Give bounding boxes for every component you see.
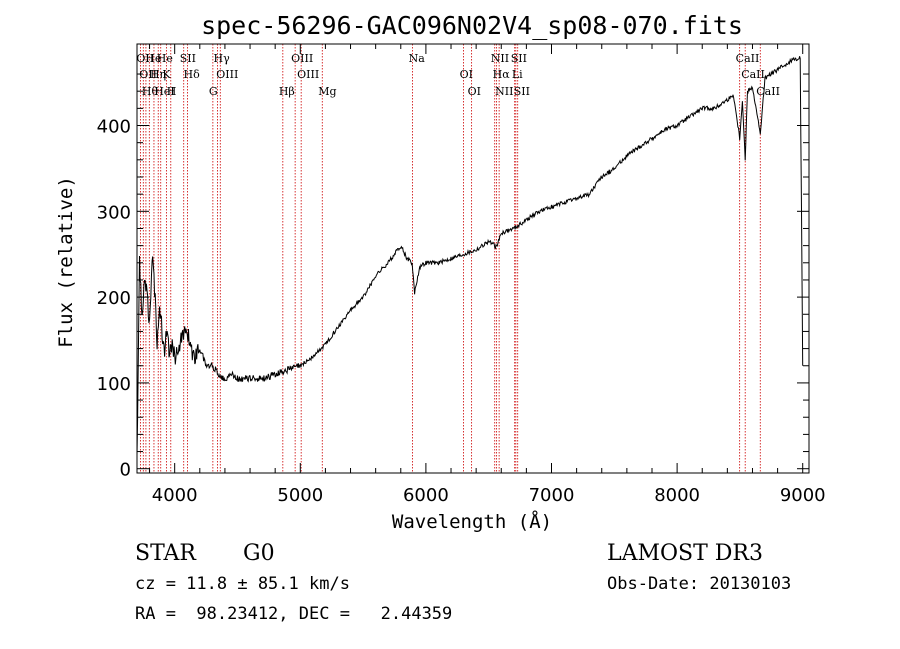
y-axis-label: Flux (relative) <box>55 176 77 348</box>
obs-date: Obs-Date: 20130103 <box>607 574 791 594</box>
emission-line-markers <box>139 44 761 473</box>
object-class: STAR <box>135 541 197 566</box>
x-tick-label-1: 5000 <box>277 485 323 506</box>
line-label-21: NII <box>491 52 509 65</box>
plot-frame <box>136 43 810 474</box>
x-axis-label: Wavelength (Å) <box>392 510 552 533</box>
y-tick-label-4: 400 <box>97 117 131 138</box>
line-label-2: Hθ <box>142 85 159 98</box>
x-tick-label-2: 6000 <box>403 485 449 506</box>
x-tick-label-4: 8000 <box>654 485 700 506</box>
line-label-16: OIII <box>297 68 319 81</box>
x-tick-label-0: 4000 <box>152 485 198 506</box>
line-label-10: Hδ <box>183 68 200 81</box>
y-axis-ticks: 0 100 200 300 400 <box>97 73 809 481</box>
line-label-13: OIII <box>216 68 238 81</box>
line-label-1: OII <box>139 68 157 81</box>
line-label-9: SII <box>180 52 196 65</box>
line-label-25: Li <box>512 68 523 81</box>
line-label-17: Mg <box>318 85 336 98</box>
line-label-11: G <box>209 85 218 98</box>
line-label-23: NII <box>495 85 513 98</box>
line-label-24: SII <box>511 52 527 65</box>
line-label-18: Na <box>409 52 426 65</box>
line-label-20: OI <box>468 85 481 98</box>
line-label-5: HeI <box>154 85 174 98</box>
y-tick-label-0: 0 <box>120 460 131 481</box>
line-label-14: Hβ <box>279 85 295 98</box>
line-label-3: He <box>145 52 161 65</box>
emission-line-labels: OIIOIIHθHeHηHeIHeKHSIIHδGHγOIIIHβOIIIOII… <box>136 52 780 98</box>
survey-name: LAMOST DR3 <box>607 541 763 566</box>
y-tick-label-1: 100 <box>97 374 131 395</box>
x-tick-label-3: 7000 <box>529 485 575 506</box>
line-label-6: He <box>157 52 173 65</box>
spectrum-series-line <box>136 56 804 456</box>
y-tick-label-2: 200 <box>97 288 131 309</box>
line-label-8: H <box>167 85 177 98</box>
line-label-12: Hγ <box>214 52 231 65</box>
x-tick-label-5: 9000 <box>780 485 826 506</box>
line-label-7: K <box>162 68 171 81</box>
line-label-29: CaII <box>756 85 780 98</box>
line-label-28: CaII <box>741 68 765 81</box>
chart-title: spec-56296-GAC096N02V4_sp08-070.fits <box>201 11 743 40</box>
line-label-0: OII <box>136 52 154 65</box>
line-label-15: OIII <box>291 52 313 65</box>
redshift-text: cz = 11.8 ± 85.1 km/s <box>135 574 350 594</box>
x-axis-ticks: 4000 5000 6000 7000 8000 9000 <box>149 44 826 506</box>
coordinates: RA = 98.23412, DEC = 2.44359 <box>135 604 452 624</box>
y-tick-label-3: 300 <box>97 202 131 223</box>
object-subclass: G0 <box>243 541 275 566</box>
line-label-19: OI <box>460 68 473 81</box>
line-label-26: SII <box>514 85 530 98</box>
line-label-27: CaII <box>736 52 760 65</box>
line-label-4: Hη <box>150 68 166 81</box>
line-label-22: Hα <box>493 68 511 81</box>
